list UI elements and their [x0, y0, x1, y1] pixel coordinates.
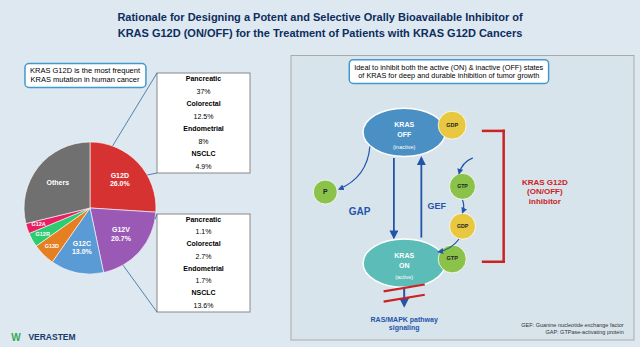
- transition-arrow: [393, 158, 395, 238]
- annotation-line: NSCLC: [191, 289, 215, 296]
- annotation-line: Colorectal: [186, 240, 220, 247]
- right-info-box: [349, 60, 548, 84]
- annotation-line: 12.5%: [194, 113, 214, 120]
- connector: [147, 173, 157, 175]
- kras-state: [363, 239, 445, 287]
- connector: [155, 214, 157, 219]
- transition-arrow: [420, 158, 422, 238]
- data-label: 26.0%: [110, 180, 131, 187]
- annotation-line: NSCLC: [191, 150, 215, 157]
- nucleotide: [450, 213, 476, 239]
- title: Rationale for Designing a Potent and Sel…: [117, 11, 523, 23]
- annotation-line: 4.9%: [196, 163, 212, 170]
- pie-slice: [90, 142, 156, 212]
- kras-label: (inactive): [393, 144, 415, 150]
- annotation-line: 2.7%: [196, 253, 212, 260]
- connector: [113, 73, 157, 146]
- nucleotide: [438, 245, 466, 273]
- chart: Rationale for Designing a Potent and Sel…: [0, 0, 640, 347]
- kras-state: [363, 108, 445, 156]
- gef-label: GEF: [428, 201, 447, 211]
- nucleotide-label: P: [323, 188, 328, 195]
- annotation-line: 13.6%: [194, 302, 214, 309]
- slice-label: G12R: [35, 231, 49, 237]
- nucleotide: [438, 111, 466, 139]
- mechanism-arrow: [459, 158, 473, 174]
- inhibitor-bracket: [502, 131, 505, 262]
- logo-mark: W: [11, 332, 21, 343]
- slice-label: G12D: [111, 172, 129, 179]
- block-bar: [384, 285, 425, 292]
- annotation-line: Endometrial: [183, 265, 224, 272]
- annotation-line: 37%: [196, 88, 210, 95]
- annotation-line: Pancreatic: [186, 216, 222, 223]
- kras-label: ON: [399, 262, 410, 269]
- left-info-group: KRAS G12D is the most frequentKRAS mutat…: [25, 63, 146, 87]
- annotation-line: 8%: [198, 138, 208, 145]
- gap-label: GAP: [349, 206, 371, 217]
- annotation-line: 1.1%: [196, 228, 212, 235]
- logo-text: VERASTEM: [28, 332, 75, 342]
- slice-label: G12V: [112, 226, 130, 233]
- right-info: Ideal to inhibit both the active (ON) & …: [354, 63, 543, 81]
- annotation-line: Endometrial: [183, 125, 224, 132]
- annotation-box-group: Pancreatic 37% Colorectal 12.5% Endometrial 8…: [157, 73, 250, 173]
- annotation-line: 1.7%: [196, 277, 212, 284]
- kras-label: KRAS: [394, 252, 414, 259]
- footnote: GEF: Guanine nucleotide exchange factor: [521, 322, 624, 328]
- kras-label: (active): [395, 274, 413, 280]
- nucleotide-label: GTP: [457, 183, 468, 189]
- pie: G12D26.0% G12V 20.7% G12C13.0% G13D G12R G12A O…: [24, 142, 156, 274]
- slice-label: G12A: [31, 221, 45, 227]
- nucleotide-label: GDP: [446, 122, 458, 128]
- annotation-line: Pancreatic: [186, 75, 222, 82]
- data-label: 13.0%: [72, 248, 93, 255]
- mechanism-arrow: [463, 200, 464, 213]
- slice-label: G13D: [45, 243, 59, 249]
- nucleotide-label: GDP: [457, 223, 469, 229]
- diagram-panel: [291, 56, 634, 341]
- inhibitor-label: KRAS G12D(ON/OFF)inhibitor: [522, 178, 568, 206]
- pathway-label: RAS/MAPK pathwaysignaling: [371, 316, 438, 332]
- nucleotide: [313, 180, 337, 204]
- pie-slice: [24, 142, 90, 224]
- inhibitor-bracket: [483, 261, 504, 264]
- connector: [123, 265, 157, 312]
- footnote: GAP: GTPase-activating protein: [545, 329, 623, 335]
- diagram: Ideal to inhibit both the active (ON) & …: [291, 56, 634, 341]
- right-info-group: Ideal to inhibit both the active (ON) & …: [349, 60, 548, 84]
- slice-label: Others: [47, 179, 70, 186]
- mechanism-arrow: [339, 147, 370, 190]
- data-label: 20.7%: [111, 235, 132, 242]
- left-info: KRAS G12D is the most frequentKRAS mutat…: [30, 66, 141, 84]
- kras-label: OFF: [397, 131, 412, 138]
- annotation-box: [157, 214, 250, 312]
- annotation-box-group: Pancreatic 1.1% Colorectal 2.7% Endometrial 1…: [157, 214, 250, 312]
- slice-label: G12C: [73, 240, 91, 247]
- block-bar: [384, 295, 425, 302]
- mechanism-arrow: [438, 239, 459, 252]
- kras-label: KRAS: [394, 121, 414, 128]
- inhibitor-bracket: [483, 130, 504, 133]
- title: KRAS G12D (ON/OFF) for the Treatment of …: [118, 27, 523, 39]
- annotation-box: [157, 73, 250, 173]
- nucleotide: [450, 173, 476, 199]
- nucleotide-label: GTP: [447, 255, 459, 261]
- annotation-line: Colorectal: [186, 100, 220, 107]
- left-info-box: [25, 63, 146, 87]
